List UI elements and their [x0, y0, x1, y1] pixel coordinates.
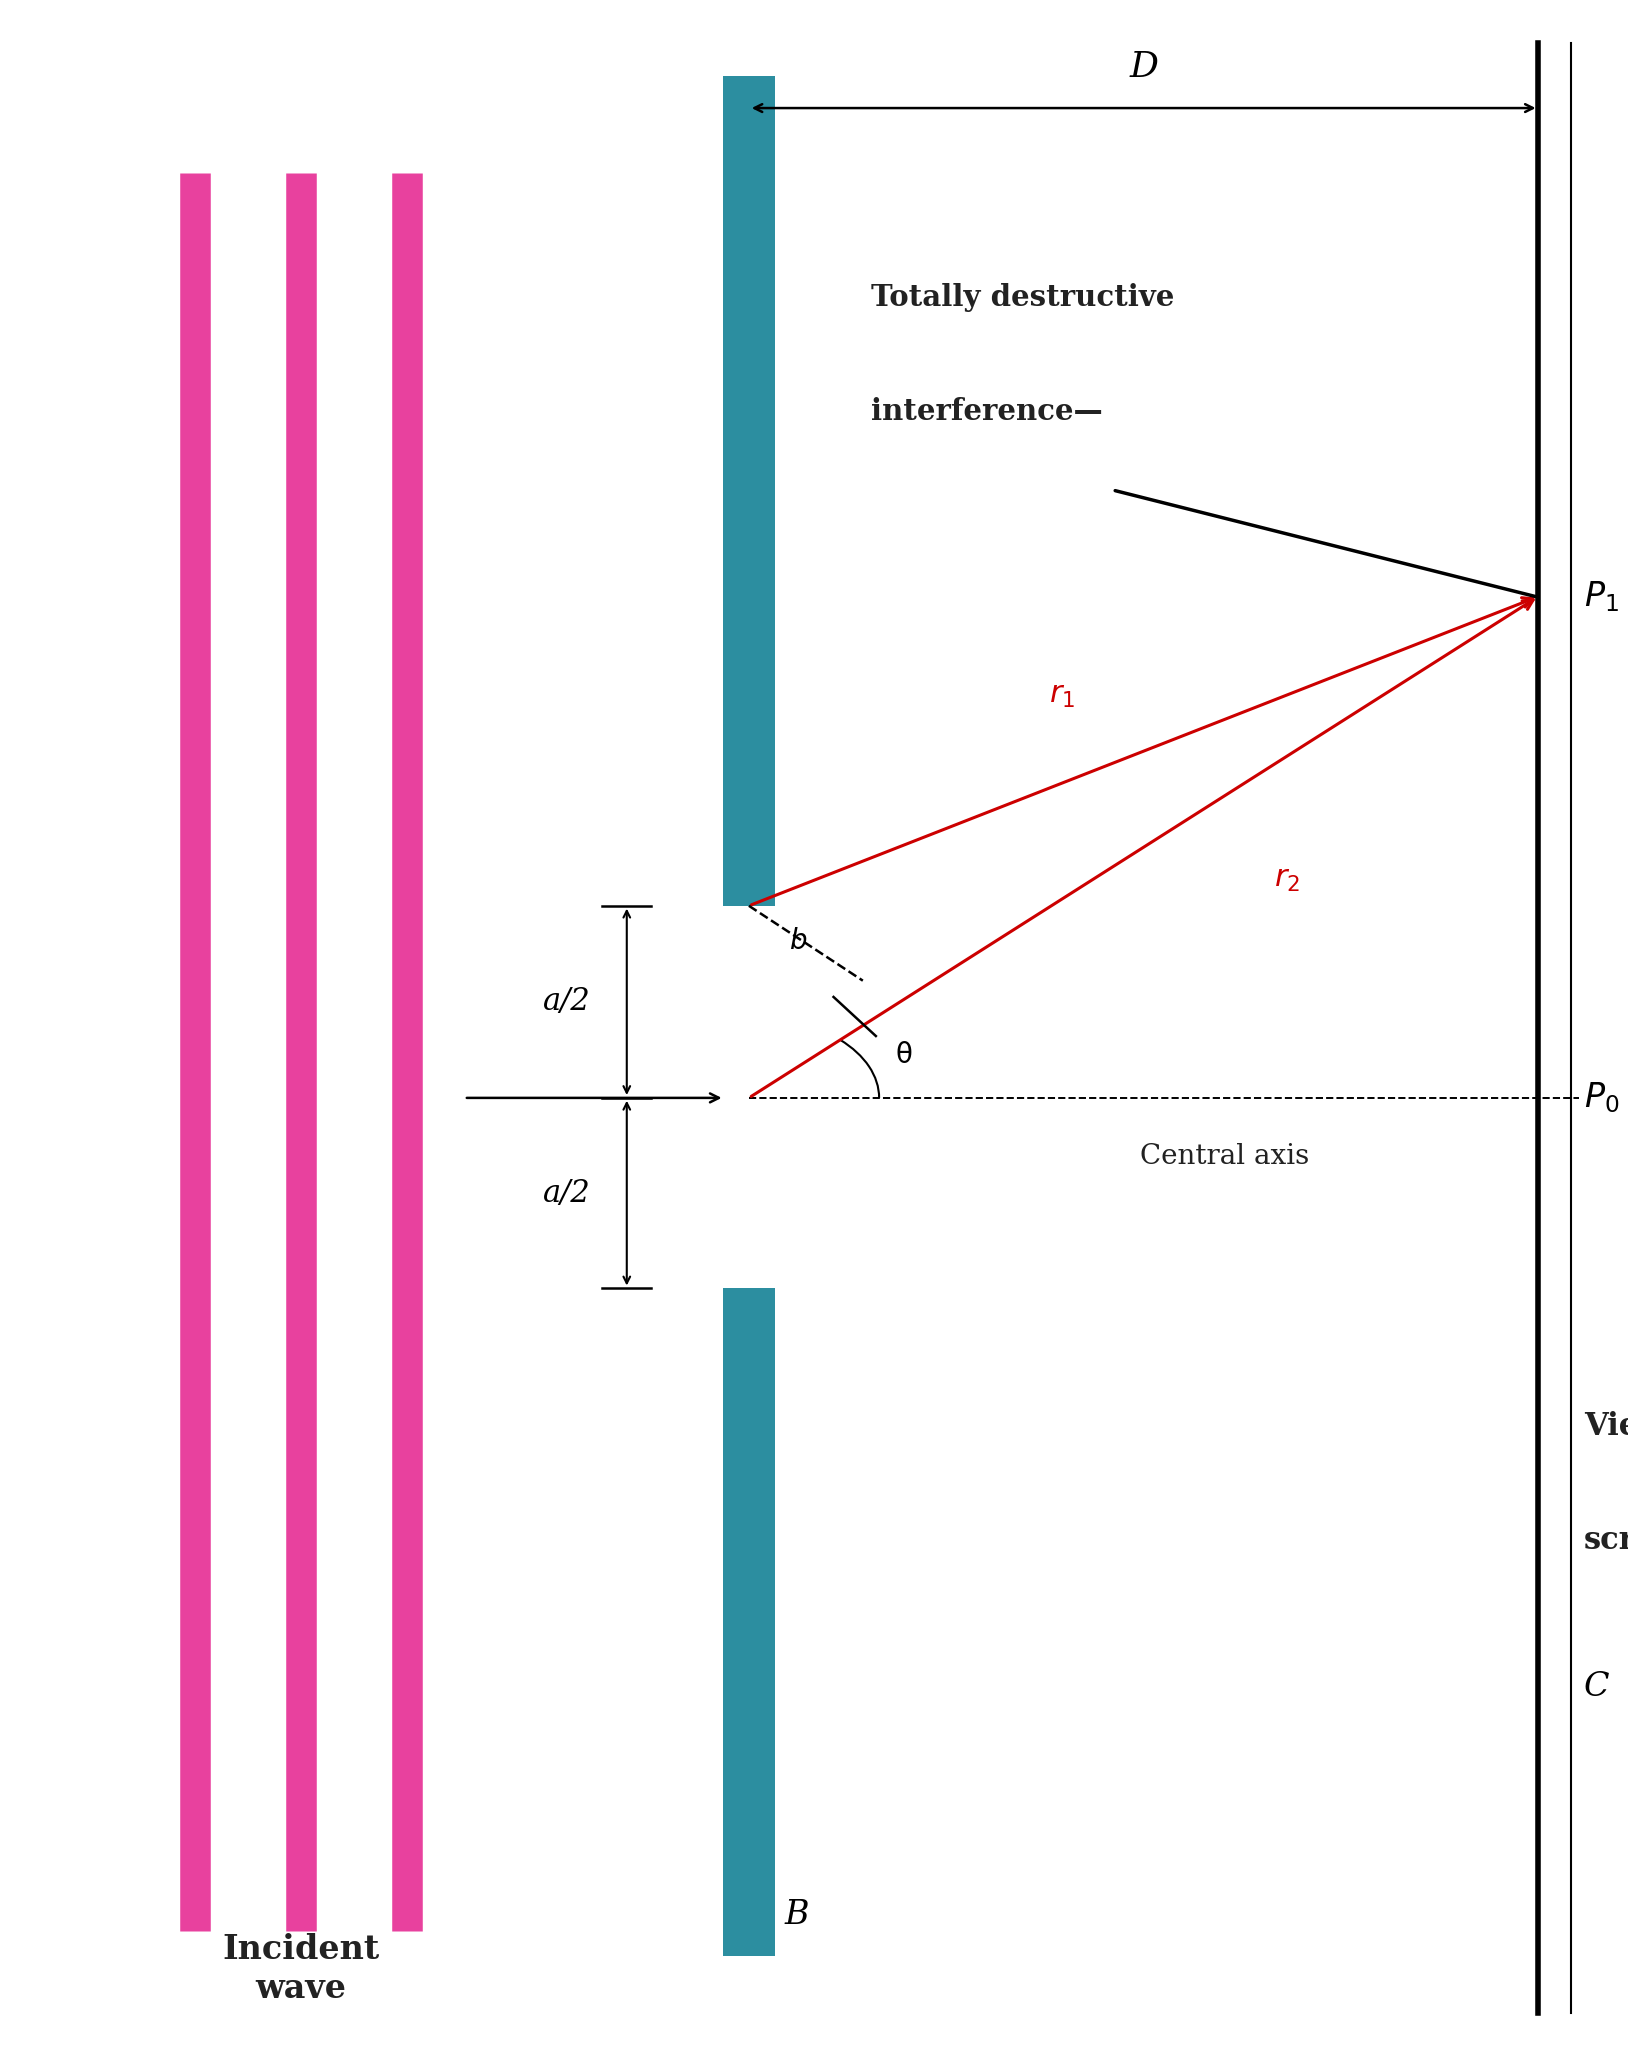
Text: Totally destructive: Totally destructive	[871, 282, 1174, 311]
Text: $b$: $b$	[788, 927, 807, 955]
Text: Central axis: Central axis	[1141, 1144, 1309, 1170]
Text: C: C	[1584, 1672, 1610, 1702]
Text: $r_1$: $r_1$	[1048, 679, 1076, 710]
Text: interference—: interference—	[871, 397, 1102, 426]
Text: B: B	[785, 1899, 809, 1931]
Text: screen: screen	[1584, 1524, 1628, 1557]
Text: a/2: a/2	[544, 986, 591, 1017]
Text: Incident
wave: Incident wave	[223, 1933, 379, 2005]
Text: a/2: a/2	[544, 1178, 591, 1209]
Text: $r_2$: $r_2$	[1275, 863, 1299, 894]
Text: $P_0$: $P_0$	[1584, 1080, 1620, 1115]
Text: $P_1$: $P_1$	[1584, 579, 1618, 614]
Text: Viewing: Viewing	[1584, 1412, 1628, 1442]
Bar	[723, 76, 775, 906]
Bar	[723, 1289, 775, 1956]
Text: D: D	[1130, 49, 1158, 84]
Text: θ: θ	[895, 1041, 912, 1068]
